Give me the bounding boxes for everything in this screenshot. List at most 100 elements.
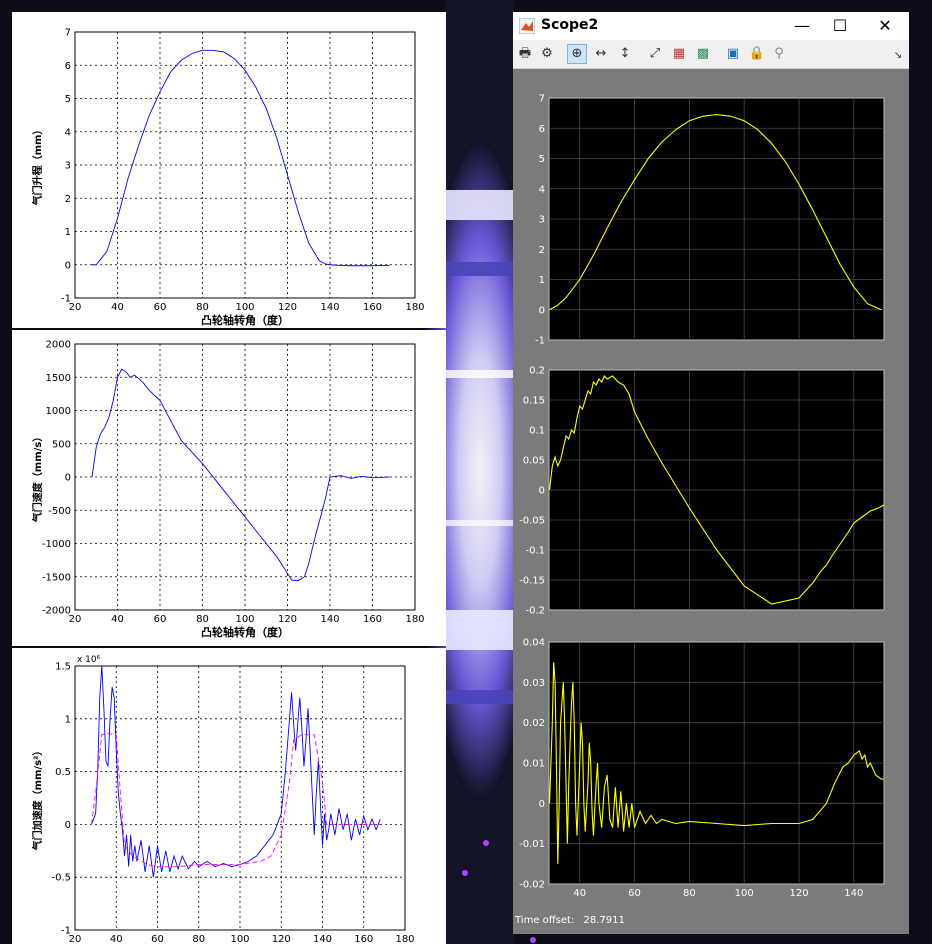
y-tick-label: 7 [65, 28, 71, 39]
x-tick-label: 80 [196, 302, 209, 313]
x-tick-label: 100 [235, 614, 254, 625]
x-tick-label: 120 [272, 934, 291, 944]
zoom-x-icon: ↔ [595, 46, 607, 61]
y-tick-label: 5 [65, 94, 71, 105]
settings-gear-icon: ⚙ [541, 46, 553, 61]
save-axes-icon: ▦ [672, 46, 686, 61]
x-tick-label: 100 [235, 302, 254, 313]
time-offset-label: Time offset: [515, 915, 575, 926]
y-tick-label: 0 [65, 820, 71, 831]
series-line-0 [549, 114, 882, 311]
x-tick-label: 40 [110, 934, 123, 944]
x-tick-label: 40 [111, 614, 124, 625]
y-tick-label: 3 [539, 215, 545, 226]
x-tick-label: 100 [735, 888, 754, 899]
y-tick-label: 0.1 [529, 426, 545, 437]
y-tick-label: -0.1 [525, 546, 545, 557]
y-axis-label: 气门速度（mm/s） [31, 432, 44, 523]
parameters-button[interactable]: ⚙ [537, 44, 557, 64]
window-title: Scope2 [541, 17, 599, 33]
y-tick-label: 0.15 [523, 396, 545, 407]
y-tick-label: 4 [65, 127, 71, 138]
x-tick-label: 180 [395, 934, 414, 944]
y-tick-label: 0.2 [529, 366, 545, 377]
y-tick-label: 1000 [46, 406, 71, 417]
y-tick-label: 0.5 [55, 767, 71, 778]
x-tick-label: 60 [154, 302, 167, 313]
y-tick-label: -1 [61, 926, 71, 937]
y-tick-label: 0.02 [523, 718, 545, 729]
autoscale-button[interactable]: ⤢ [645, 44, 665, 64]
x-tick-label: 40 [573, 888, 586, 899]
x-tick-label: 120 [278, 614, 297, 625]
y-tick-label: 0.04 [523, 638, 545, 649]
floating-scope-icon: ▣ [726, 46, 740, 61]
y-tick-label: 1.5 [55, 662, 71, 673]
time-offset-readout: Time offset: 28.7911 [515, 915, 625, 926]
y-tick-label: 0 [65, 260, 71, 271]
x-tick-label: 180 [405, 302, 424, 313]
x-tick-label: 80 [196, 614, 209, 625]
scope-window: Scope2 — ☐ ✕ 🖶 ⚙ ⊕ ↔ ↕ ⤢ ▦ ▩ ▣ 🔒 ⚲ ↘ -1 0… [513, 12, 909, 934]
velocity-figure: -2000 -1500 -1000 -500 0 500 1000 1500 2000 20 40 6… [12, 330, 446, 646]
y-tick-label: 0.05 [523, 456, 545, 467]
x-tick-label: 120 [278, 302, 297, 313]
x-tick-label: 140 [844, 888, 863, 899]
x-tick-label: 60 [151, 934, 164, 944]
signal-selection-button[interactable]: ⚲ [769, 44, 789, 64]
print-button[interactable]: 🖶 [515, 44, 535, 64]
x-tick-label: 140 [320, 614, 339, 625]
y-tick-label: 5 [539, 154, 545, 165]
time-offset-value: 28.7911 [583, 915, 625, 926]
minimize-button[interactable]: — [794, 16, 810, 35]
y-tick-label: 6 [65, 61, 71, 72]
y-tick-label: 0 [65, 473, 71, 484]
x-tick-label: 140 [320, 302, 339, 313]
y-tick-label: 7 [539, 94, 545, 105]
save-axes-button[interactable]: ▦ [669, 44, 689, 64]
y-tick-label: -0.2 [525, 606, 545, 617]
x-tick-label: 20 [69, 302, 82, 313]
x-tick-label: 60 [154, 614, 167, 625]
signal-selection-icon: ⚲ [774, 46, 784, 61]
x-tick-label: 80 [683, 888, 696, 899]
x-tick-label: 160 [354, 934, 373, 944]
maximize-button[interactable]: ☐ [832, 16, 848, 35]
y-tick-label: 0 [539, 799, 545, 810]
x-tick-label: 100 [230, 934, 249, 944]
y-tick-label: 6 [539, 124, 545, 135]
y-scale-label: x 10⁶ [77, 655, 101, 665]
floating-scope-button[interactable]: ▣ [723, 44, 743, 64]
acceleration-figure: -1 -0.5 0 0.5 1 1.5 20 40 60 80 100 120 140 160 180 气门加… [12, 648, 446, 944]
zoom-y-button[interactable]: ↕ [615, 44, 635, 64]
y-tick-label: 0 [539, 305, 545, 316]
y-tick-label: -1000 [42, 539, 71, 550]
scope-plots[interactable]: -1 0 1 2 3 4 5 6 7 -0.2 -0.15 -0.1 -0.05 0 0.05 0.1 0.15… [513, 68, 909, 914]
zoom-in-button[interactable]: ⊕ [567, 44, 587, 64]
x-axis-label: 凸轮轴转角（度） [201, 625, 289, 639]
series-line-0 [91, 368, 390, 582]
series-line-0 [549, 375, 884, 605]
restore-axes-icon: ▩ [696, 46, 710, 61]
series-line-0 [549, 662, 884, 864]
y-tick-label: 3 [65, 161, 71, 172]
zoom-y-icon: ↕ [619, 46, 631, 61]
matlab-logo-icon [519, 18, 535, 34]
autoscale-icon: ⤢ [649, 46, 661, 61]
restore-axes-button[interactable]: ▩ [693, 44, 713, 64]
x-tick-label: 80 [192, 934, 205, 944]
y-axis-label: 气门加速度（mm/s²） [31, 746, 44, 852]
x-tick-label: 60 [628, 888, 641, 899]
zoom-in-icon: ⊕ [571, 46, 583, 61]
series-line-0 [91, 666, 381, 878]
toolbar-overflow-button[interactable]: ↘ [891, 46, 905, 66]
close-button[interactable]: ✕ [878, 16, 892, 35]
y-tick-label: -0.01 [519, 839, 545, 850]
zoom-x-button[interactable]: ↔ [591, 44, 611, 64]
y-tick-label: -0.05 [519, 516, 545, 527]
lock-axes-button[interactable]: 🔒 [747, 44, 767, 64]
y-tick-label: -1500 [42, 572, 71, 583]
y-tick-label: 1 [539, 275, 545, 286]
y-tick-label: -0.5 [51, 873, 71, 884]
y-tick-label: 2 [65, 194, 71, 205]
